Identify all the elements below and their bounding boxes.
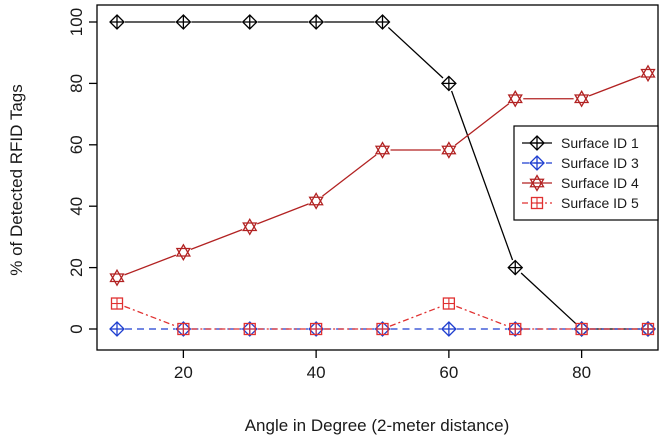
y-tick-label: 100 xyxy=(67,8,86,36)
legend-marker xyxy=(529,135,545,151)
data-point xyxy=(507,259,524,276)
data-point xyxy=(374,141,391,159)
legend-item: Surface ID 5 xyxy=(522,195,639,211)
data-point xyxy=(177,322,190,336)
data-point xyxy=(374,14,391,30)
data-point xyxy=(574,89,590,108)
series-4 xyxy=(110,297,655,336)
x-tick-label: 80 xyxy=(572,363,591,382)
data-point xyxy=(441,141,457,159)
data-point xyxy=(309,322,323,336)
series-layer xyxy=(109,14,656,337)
data-point xyxy=(509,322,522,336)
series-1 xyxy=(109,14,656,337)
legend-item: Surface ID 4 xyxy=(522,174,639,192)
x-axis-label: Angle in Degree (2-meter distance) xyxy=(245,416,510,435)
y-tick-label: 60 xyxy=(67,135,86,154)
legend-label: Surface ID 3 xyxy=(561,155,639,171)
data-point xyxy=(241,14,258,30)
series-line-segment xyxy=(124,305,177,327)
legend: Surface ID 1 Surface ID 3 Surface ID 4 Surf… xyxy=(513,125,659,221)
data-point xyxy=(308,192,324,210)
series-line-segment xyxy=(124,254,177,276)
y-tick-label: 40 xyxy=(67,197,86,216)
series-line-segment xyxy=(256,203,309,225)
series-3 xyxy=(109,64,656,287)
data-point xyxy=(440,75,457,92)
legend-label: Surface ID 1 xyxy=(561,135,639,151)
data-point xyxy=(440,321,457,337)
series-line-segment xyxy=(454,103,510,146)
series-line-segment xyxy=(190,229,243,250)
x-tick-label: 20 xyxy=(174,363,193,382)
data-point xyxy=(640,64,656,83)
axes: 20 40 60 80 0 20 40 60 80 100 xyxy=(67,8,591,382)
legend-box xyxy=(513,125,659,221)
series-line-segment xyxy=(456,305,509,327)
data-point xyxy=(175,14,192,30)
legend-item: Surface ID 1 xyxy=(522,135,639,151)
series-line-segment xyxy=(322,154,377,197)
data-point xyxy=(507,89,523,108)
y-tick-label: 0 xyxy=(67,324,86,333)
legend-item: Surface ID 3 xyxy=(522,155,639,171)
legend-marker xyxy=(529,155,545,171)
legend-label: Surface ID 5 xyxy=(561,195,639,211)
data-point xyxy=(175,243,191,262)
data-point xyxy=(243,322,256,336)
series-line-segment xyxy=(450,90,514,261)
legend-marker xyxy=(529,174,545,192)
y-axis-label: % of Detected RFID Tags xyxy=(7,84,26,276)
data-point xyxy=(376,322,389,336)
data-point xyxy=(109,14,125,30)
x-tick-label: 40 xyxy=(307,363,326,382)
data-point xyxy=(109,321,125,337)
data-point xyxy=(575,322,588,336)
data-point xyxy=(442,297,456,310)
legend-label: Surface ID 4 xyxy=(561,175,639,191)
data-point xyxy=(641,322,655,336)
data-point xyxy=(110,297,124,310)
y-tick-label: 80 xyxy=(67,74,86,93)
x-tick-label: 60 xyxy=(439,363,458,382)
series-line-segment xyxy=(389,305,442,327)
y-tick-label: 20 xyxy=(67,258,86,277)
data-point xyxy=(242,217,258,236)
data-point xyxy=(109,268,125,287)
legend-marker xyxy=(530,196,544,210)
series-line-segment xyxy=(520,272,577,325)
data-point xyxy=(308,14,325,30)
series-line-segment xyxy=(588,75,641,97)
series-line-segment xyxy=(387,26,444,79)
